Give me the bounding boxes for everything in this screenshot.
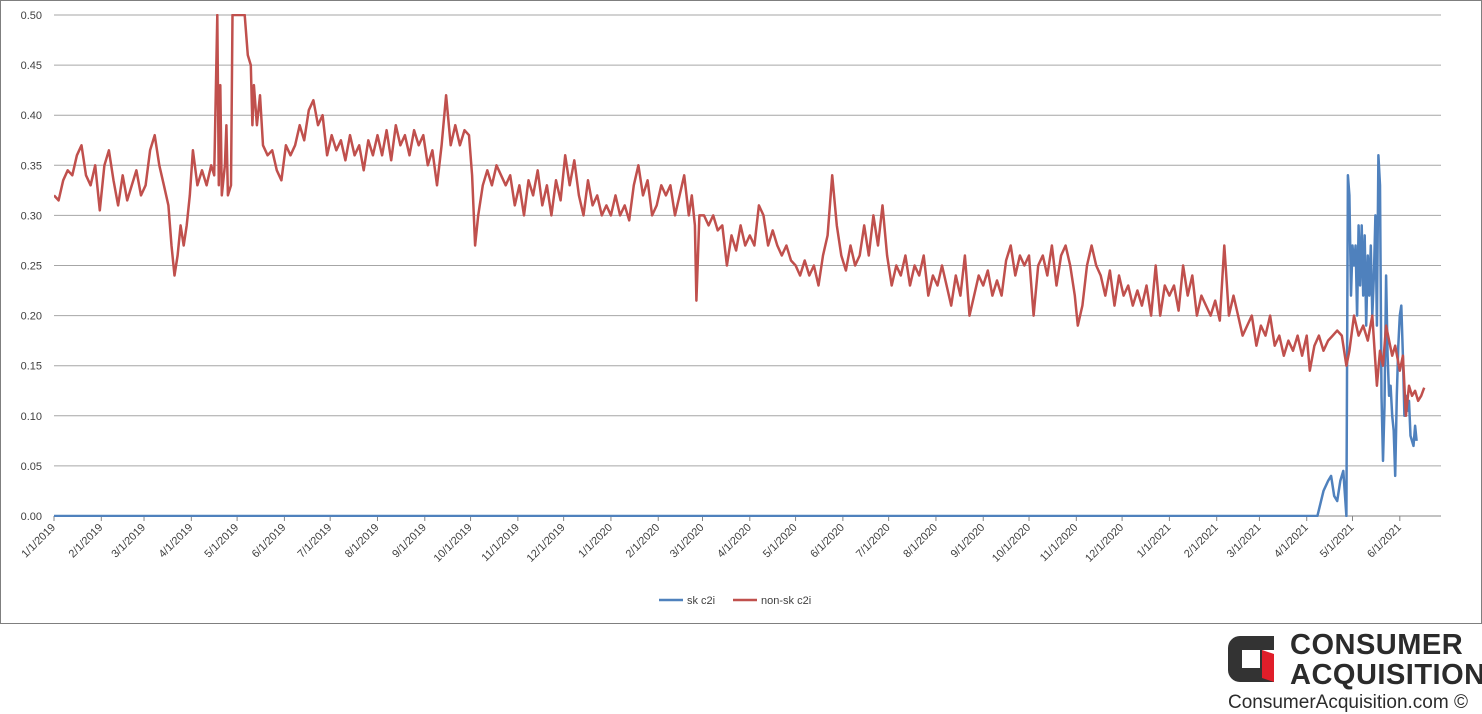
legend: sk c2i non-sk c2i (659, 595, 811, 607)
legend-label-non-sk: non-sk c2i (761, 595, 811, 607)
x-tick-label: 11/1/2019 (479, 522, 522, 565)
y-tick-label: 0.10 (21, 411, 42, 423)
x-tick-label: 4/1/2019 (157, 522, 196, 561)
chart-frame: 0.00 0.05 0.10 0.15 0.20 0.25 0.30 0.35 0.40 0.45… (0, 0, 1482, 624)
series-line-sk (54, 154, 1418, 517)
x-tick-label: 3/1/2019 (109, 522, 148, 561)
x-tick-label: 6/1/2021 (1365, 522, 1404, 561)
x-axis: 1/1/2019 2/1/2019 3/1/2019 4/1/2019 5/1/2019… (19, 516, 1404, 565)
x-tick-label: 3/1/2021 (1225, 522, 1264, 561)
x-tick-label: 9/1/2020 (949, 522, 988, 561)
x-tick-label: 4/1/2021 (1272, 522, 1311, 561)
x-tick-label: 2/1/2021 (1182, 522, 1221, 561)
x-tick-label: 1/1/2021 (1135, 522, 1174, 561)
x-tick-label: 10/1/2019 (432, 522, 475, 565)
x-tick-label: 3/1/2020 (668, 522, 707, 561)
y-tick-label: 0.40 (21, 110, 42, 122)
logo-red-accent (1262, 650, 1274, 682)
gridlines (54, 14, 1441, 517)
x-tick-label: 2/1/2019 (67, 522, 106, 561)
y-tick-label: 0.20 (21, 311, 42, 323)
x-tick-label: 10/1/2020 (990, 522, 1033, 565)
brand-url: ConsumerAcquisition.com © (1228, 692, 1468, 713)
y-tick-label: 0.50 (21, 10, 42, 22)
y-tick-label: 0.05 (21, 461, 42, 473)
x-tick-label: 5/1/2020 (761, 522, 800, 561)
logo-cutout (1242, 650, 1260, 668)
x-tick-label: 2/1/2020 (624, 522, 663, 561)
x-tick-label: 7/1/2019 (296, 522, 335, 561)
x-tick-label: 8/1/2019 (343, 522, 382, 561)
x-tick-label: 12/1/2019 (525, 522, 568, 565)
series-line-non-sk (54, 14, 1426, 418)
x-tick-label: 9/1/2019 (390, 522, 429, 561)
x-tick-label: 8/1/2020 (901, 522, 940, 561)
series-lines (54, 14, 1426, 517)
x-tick-label: 5/1/2019 (202, 522, 241, 561)
y-tick-label: 0.35 (21, 160, 42, 172)
y-tick-label: 0.00 (21, 511, 42, 523)
x-tick-label: 1/1/2019 (19, 522, 58, 561)
y-tick-label: 0.45 (21, 60, 42, 72)
line-chart: 0.00 0.05 0.10 0.15 0.20 0.25 0.30 0.35 0.40 0.45… (19, 10, 1441, 607)
x-tick-label: 4/1/2020 (715, 522, 754, 561)
consumer-acquisition-logo-icon (1228, 636, 1274, 682)
brand-name-line-2: ACQUISITION (1290, 659, 1482, 691)
x-tick-label: 5/1/2021 (1318, 522, 1357, 561)
x-tick-label: 1/1/2020 (576, 522, 615, 561)
legend-label-sk: sk c2i (687, 595, 715, 607)
brand-block: CONSUMER ACQUISITION ConsumerAcquisition… (1224, 628, 1482, 714)
x-tick-label: 11/1/2020 (1038, 522, 1081, 565)
y-tick-label: 0.30 (21, 210, 42, 222)
brand-name-line-1: CONSUMER (1290, 629, 1464, 661)
y-axis: 0.00 0.05 0.10 0.15 0.20 0.25 0.30 0.35 0.40 0.45… (21, 10, 42, 523)
x-tick-label: 12/1/2020 (1083, 522, 1126, 565)
y-tick-label: 0.15 (21, 361, 42, 373)
x-tick-label: 6/1/2019 (250, 522, 289, 561)
x-tick-label: 7/1/2020 (854, 522, 893, 561)
x-tick-label: 6/1/2020 (808, 522, 847, 561)
y-tick-label: 0.25 (21, 261, 42, 273)
